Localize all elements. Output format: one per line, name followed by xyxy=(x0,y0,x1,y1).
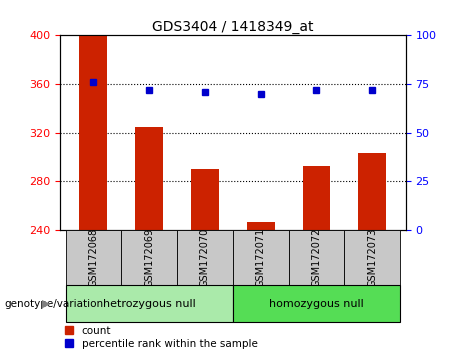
Bar xyxy=(191,169,219,230)
Bar xyxy=(121,230,177,285)
Bar xyxy=(233,230,289,285)
Bar xyxy=(233,285,400,322)
Title: GDS3404 / 1418349_at: GDS3404 / 1418349_at xyxy=(152,21,313,34)
Text: GSM172072: GSM172072 xyxy=(312,228,321,287)
Text: ▶: ▶ xyxy=(42,298,51,309)
Text: GSM172073: GSM172073 xyxy=(367,228,377,287)
Bar xyxy=(65,230,121,285)
Text: GSM172071: GSM172071 xyxy=(256,228,266,287)
Text: genotype/variation: genotype/variation xyxy=(5,298,104,309)
Legend: count, percentile rank within the sample: count, percentile rank within the sample xyxy=(65,326,258,349)
Bar xyxy=(65,285,233,322)
Text: GSM172068: GSM172068 xyxy=(89,228,98,287)
Bar xyxy=(289,230,344,285)
Bar xyxy=(344,230,400,285)
Bar xyxy=(358,153,386,230)
Text: homozygous null: homozygous null xyxy=(269,298,364,309)
Bar xyxy=(135,127,163,230)
Bar xyxy=(79,35,107,230)
Text: GSM172069: GSM172069 xyxy=(144,228,154,287)
Text: hetrozygous null: hetrozygous null xyxy=(103,298,195,309)
Bar xyxy=(247,222,275,230)
Bar xyxy=(302,166,331,230)
Bar xyxy=(177,230,233,285)
Text: GSM172070: GSM172070 xyxy=(200,228,210,287)
